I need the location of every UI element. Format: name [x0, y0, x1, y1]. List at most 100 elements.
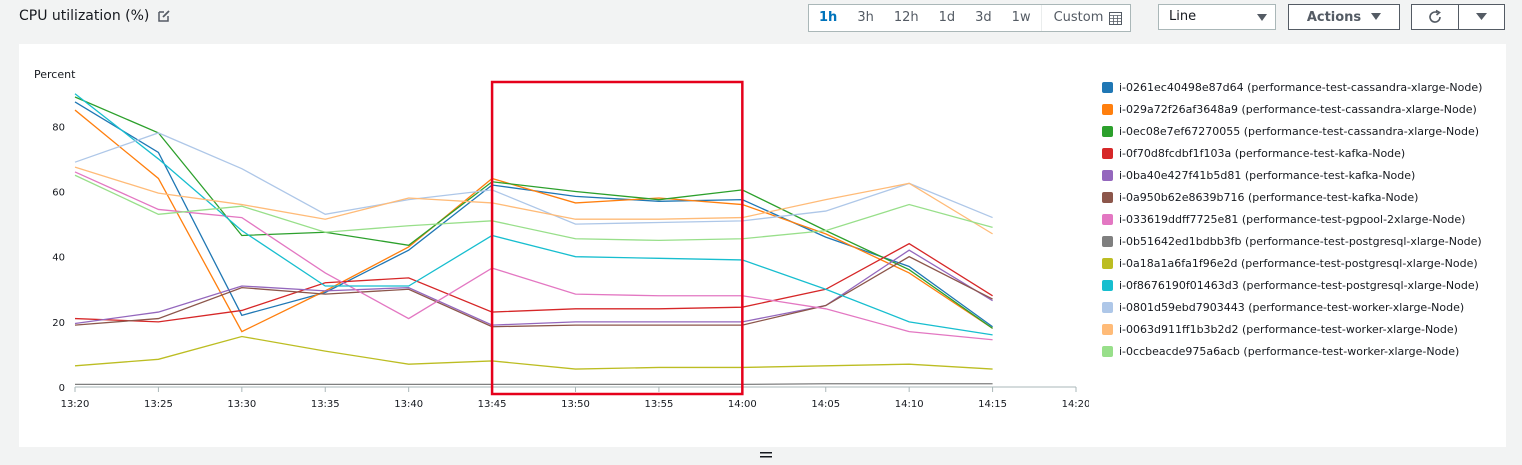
series-line-4: [74, 242, 993, 323]
legend-item[interactable]: i-0261ec40498e87d64 (performance-test-ca…: [1102, 76, 1482, 98]
legend-swatch: [1102, 147, 1113, 159]
legend-item[interactable]: i-033619ddff7725e81 (performance-test-pg…: [1102, 208, 1482, 230]
legend-item[interactable]: i-0ba40e427f41b5d81 (performance-test-ka…: [1102, 164, 1482, 186]
x-tick-label: 14:15: [978, 399, 1007, 410]
legend-label: i-0ba40e427f41b5d81 (performance-test-ka…: [1119, 168, 1416, 182]
legend-item[interactable]: i-0a950b62e8639b716 (performance-test-ka…: [1102, 186, 1482, 208]
series-line-13: [74, 174, 993, 242]
series-line-7: [74, 171, 993, 341]
x-tick-label: 14:05: [811, 399, 840, 410]
legend-label: i-0261ec40498e87d64 (performance-test-ca…: [1119, 80, 1483, 94]
view-type-select[interactable]: Line: [1158, 4, 1276, 30]
range-12h[interactable]: 12h: [893, 10, 919, 25]
line-chart: Percent 0 20 40 60 80 13:20 13:25 13:30 13:35 13:4…: [34, 68, 1089, 410]
x-tick-label: 14:00: [728, 399, 757, 410]
series-line-8: [75, 383, 993, 386]
legend-item[interactable]: i-029a72f26af3648a9 (performance-test-ca…: [1102, 98, 1482, 120]
legend-label: i-033619ddff7725e81 (performance-test-pg…: [1119, 212, 1466, 226]
range-1h[interactable]: 1h: [819, 10, 838, 25]
x-tick-label: 14:20: [1062, 399, 1089, 410]
legend-label: i-0f70d8fcdbf1f103a (performance-test-ka…: [1119, 146, 1406, 160]
legend-item[interactable]: i-0801d59ebd7903443 (performance-test-wo…: [1102, 296, 1482, 318]
y-axis-label: Percent: [34, 68, 76, 81]
legend-label: i-029a72f26af3648a9 (performance-test-ca…: [1119, 102, 1477, 116]
legend-item[interactable]: i-0b51642ed1bdbb3fb (performance-test-po…: [1102, 230, 1482, 252]
legend-swatch: [1102, 125, 1113, 137]
y-tick-label: 60: [52, 188, 65, 199]
refresh-options-button[interactable]: [1457, 5, 1505, 29]
view-type-value: Line: [1169, 9, 1197, 24]
chart-legend: i-0261ec40498e87d64 (performance-test-ca…: [1102, 76, 1482, 362]
legend-item[interactable]: i-0ec08e7ef67270055 (performance-test-ca…: [1102, 120, 1482, 142]
legend-swatch: [1102, 213, 1113, 225]
x-tick-label: 13:55: [645, 399, 674, 410]
caret-down-icon: [1257, 14, 1267, 21]
series-line-2: [74, 109, 993, 333]
legend-label: i-0f8676190f01463d3 (performance-test-po…: [1119, 278, 1479, 292]
legend-swatch: [1102, 279, 1113, 291]
actions-label: Actions: [1306, 9, 1362, 25]
legend-swatch: [1102, 323, 1113, 335]
legend-swatch: [1102, 345, 1113, 357]
legend-label: i-0b51642ed1bdbb3fb (performance-test-po…: [1119, 234, 1482, 248]
refresh-icon: [1428, 9, 1441, 23]
x-tick-label: 13:40: [394, 399, 423, 410]
refresh-button[interactable]: [1412, 5, 1458, 29]
range-3h[interactable]: 3h: [857, 10, 874, 25]
y-tick-label: 40: [52, 253, 65, 264]
legend-swatch: [1102, 81, 1113, 93]
range-3d[interactable]: 3d: [975, 10, 992, 25]
y-tick-label: 80: [52, 122, 65, 133]
range-1d[interactable]: 1d: [938, 10, 956, 25]
legend-label: i-0a18a1a6fa1f96e2d (performance-test-po…: [1119, 256, 1478, 270]
series-line-12: [74, 166, 993, 235]
x-tick-label: 13:45: [478, 399, 507, 410]
legend-item[interactable]: i-0ccbeacde975a6acb (performance-test-wo…: [1102, 340, 1482, 362]
legend-swatch: [1102, 169, 1113, 181]
legend-swatch: [1102, 257, 1113, 269]
series-line-10: [74, 93, 993, 336]
series-line-5: [74, 249, 993, 326]
divider: [1040, 5, 1042, 31]
series-line-11: [74, 132, 993, 225]
legend-item[interactable]: i-0a18a1a6fa1f96e2d (performance-test-po…: [1102, 252, 1482, 274]
y-tick-label: 0: [59, 383, 65, 394]
legend-label: i-0063d911ff1b3b2d2 (performance-test-wo…: [1119, 322, 1458, 336]
caret-down-icon: [1475, 13, 1487, 20]
legend-swatch: [1102, 235, 1113, 247]
custom-range-label: Custom: [1053, 10, 1104, 25]
widget-title-bar: CPU utilization (%): [19, 8, 171, 24]
legend-label: i-0ccbeacde975a6acb (performance-test-wo…: [1119, 344, 1460, 358]
legend-swatch: [1102, 191, 1113, 203]
x-tick-label: 13:25: [144, 399, 173, 410]
x-tick-label: 13:30: [227, 399, 256, 410]
caret-down-icon: [1371, 13, 1382, 20]
legend-item[interactable]: i-0f70d8fcdbf1f103a (performance-test-ka…: [1102, 142, 1482, 164]
legend-item[interactable]: i-0063d911ff1b3b2d2 (performance-test-wo…: [1102, 318, 1482, 340]
refresh-controls: [1411, 4, 1505, 30]
x-tick-label: 13:50: [561, 399, 590, 410]
series-line-9: [74, 335, 993, 370]
legend-swatch: [1102, 103, 1113, 115]
chart-panel: Percent 0 20 40 60 80 13:20 13:25 13:30 13:35 13:4…: [19, 44, 1506, 447]
legend-label: i-0801d59ebd7903443 (performance-test-wo…: [1119, 300, 1465, 314]
highlight-box: [490, 80, 744, 396]
legend-label: i-0ec08e7ef67270055 (performance-test-ca…: [1119, 124, 1480, 138]
legend-label: i-0a950b62e8639b716 (performance-test-ka…: [1119, 190, 1419, 204]
x-tick-label: 13:20: [61, 399, 90, 410]
y-tick-label: 20: [52, 318, 65, 329]
legend-swatch: [1102, 301, 1113, 313]
x-tick-label: 14:10: [895, 399, 924, 410]
x-tick-label: 13:35: [311, 399, 340, 410]
calendar-icon: [1109, 11, 1123, 25]
time-range-selector: 1h 3h 12h 1d 3d 1w Custom: [808, 4, 1132, 32]
resize-handle-icon[interactable]: [760, 451, 772, 459]
custom-range-button[interactable]: Custom: [1042, 5, 1131, 31]
widget-title: CPU utilization (%): [19, 8, 150, 24]
series-line-3: [74, 96, 993, 329]
edit-icon[interactable]: [157, 9, 171, 23]
actions-button[interactable]: Actions: [1288, 4, 1400, 30]
series-line-6: [74, 255, 993, 328]
legend-item[interactable]: i-0f8676190f01463d3 (performance-test-po…: [1102, 274, 1482, 296]
range-1w[interactable]: 1w: [1011, 10, 1031, 25]
